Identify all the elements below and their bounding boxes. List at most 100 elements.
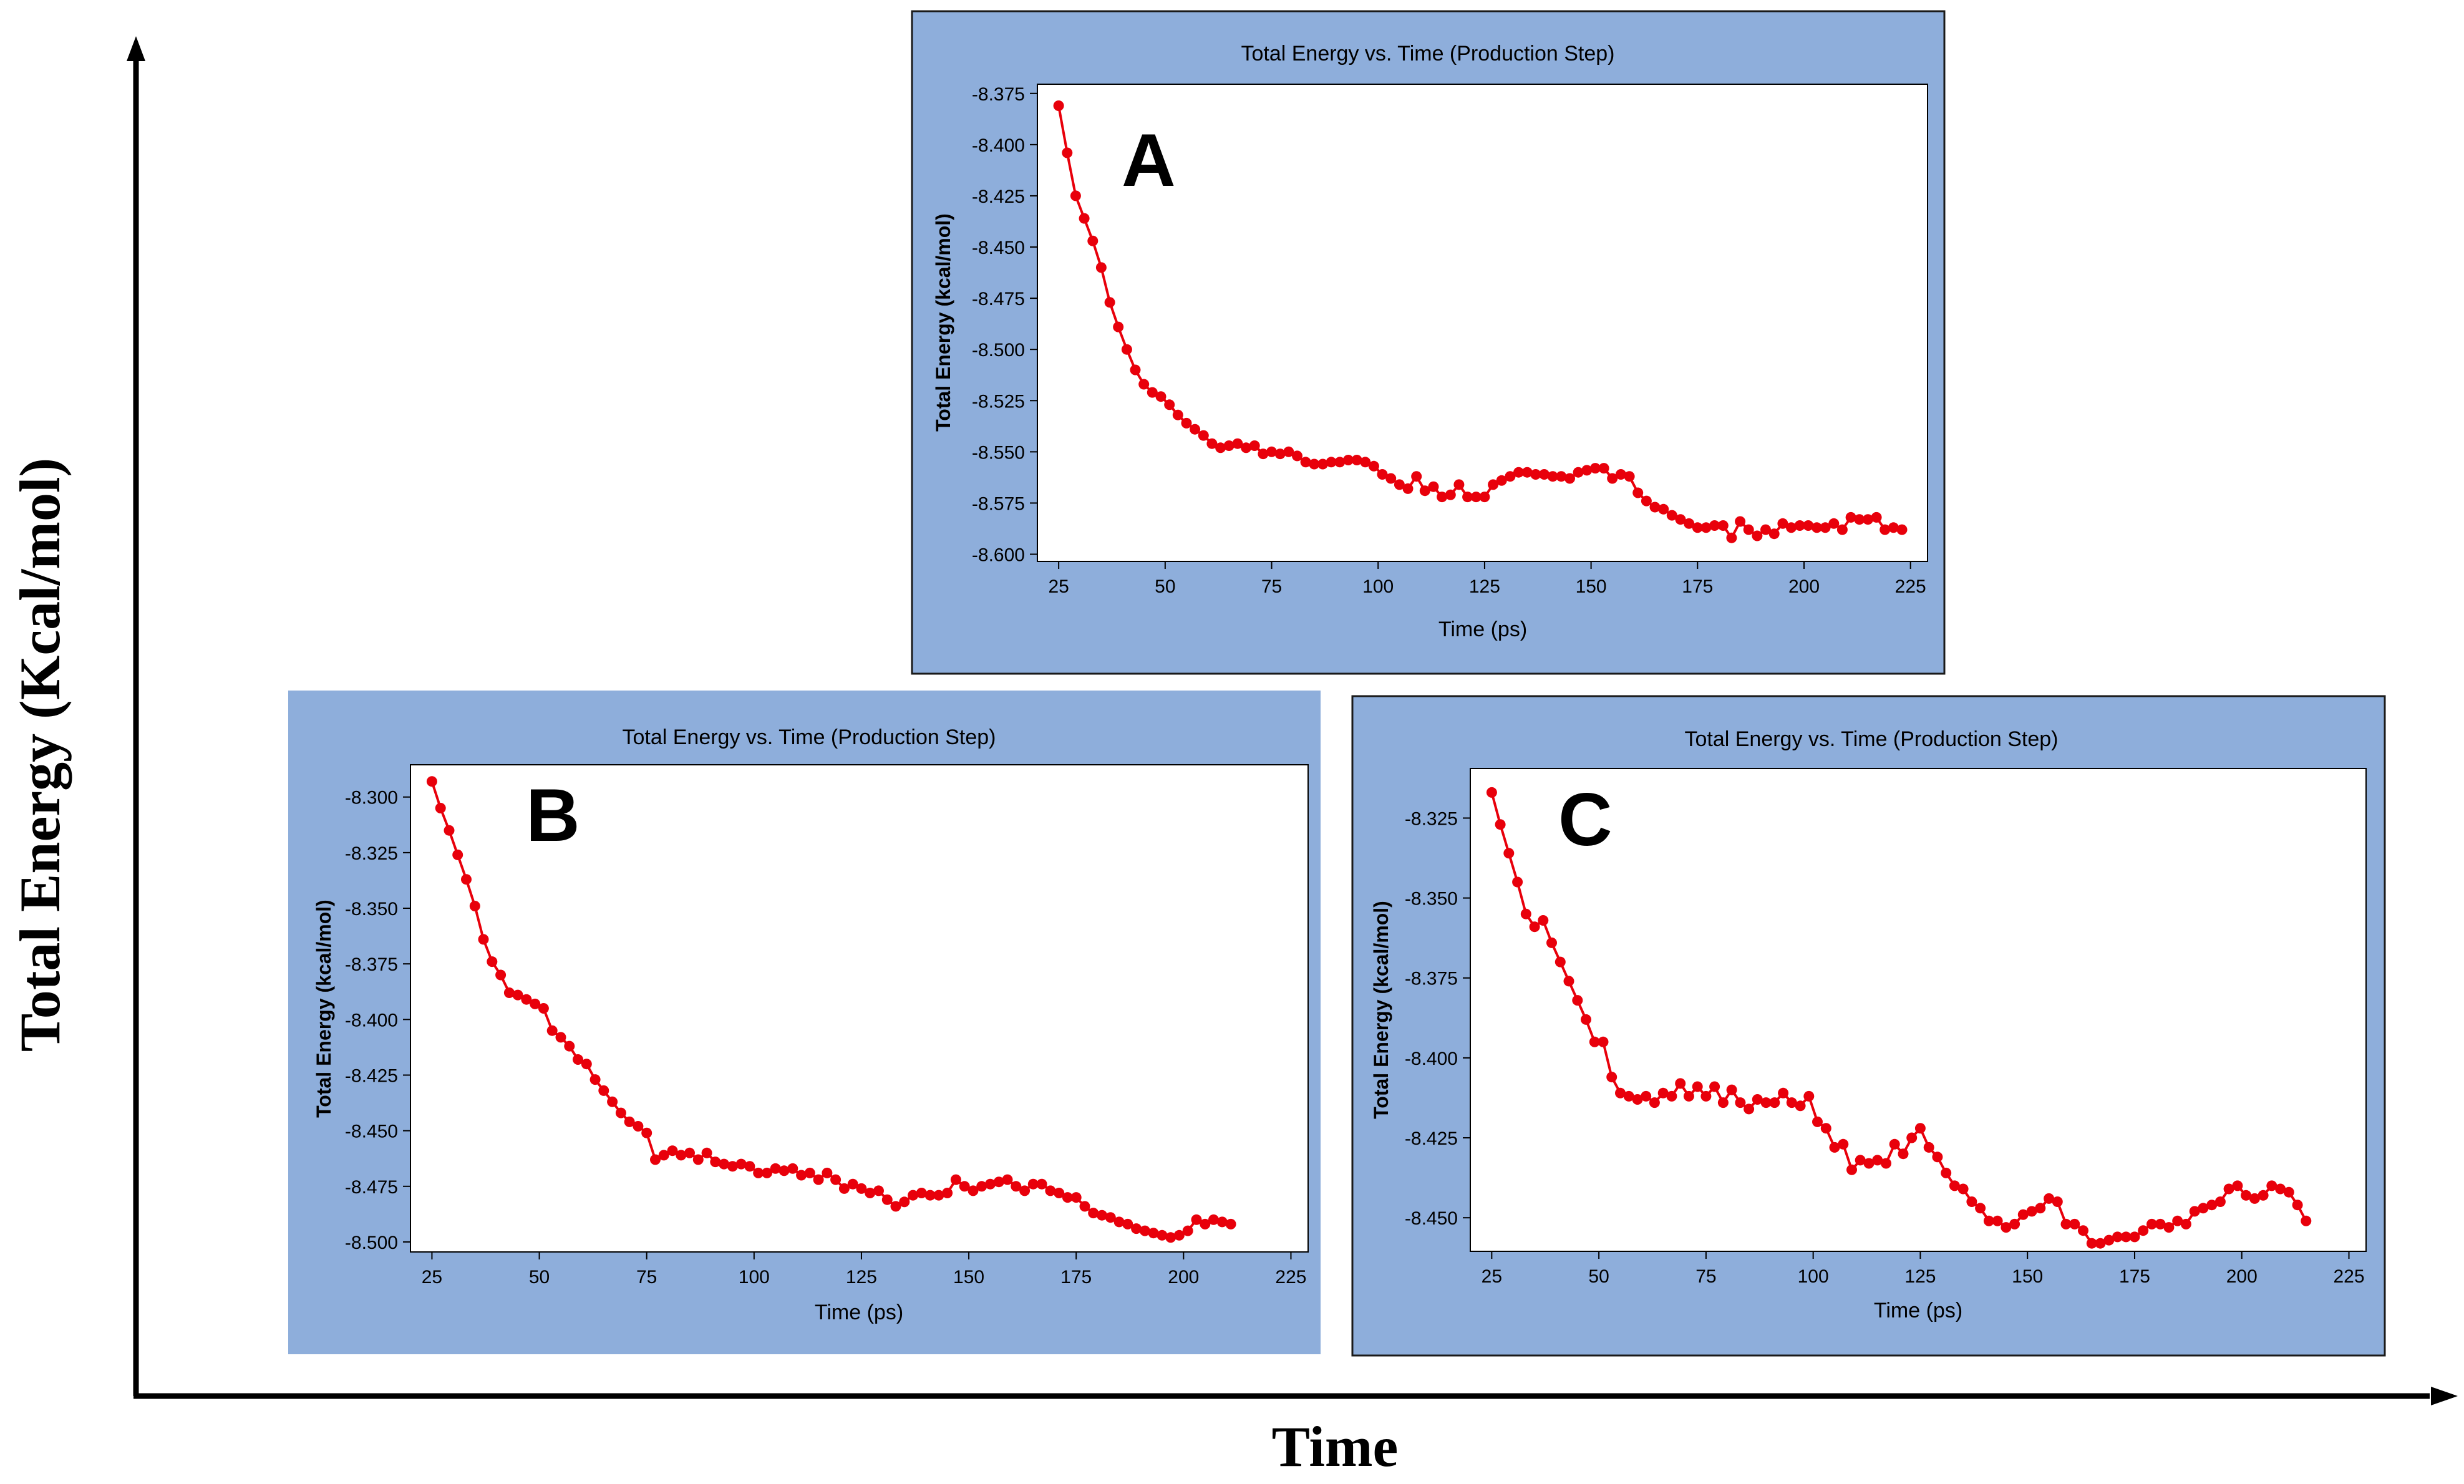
panel-b-x-tick-label: 75 xyxy=(636,1267,657,1288)
panel-a-y-tick-label: -8.425 xyxy=(972,187,1025,207)
panel-a-data-point xyxy=(1206,438,1218,449)
panel-a-data-point xyxy=(1513,467,1524,478)
panel-b-data-point xyxy=(1191,1214,1202,1225)
panel-c-data-point xyxy=(2163,1222,2175,1233)
panel-b-title: Total Energy vs. Time (Production Step) xyxy=(622,725,996,749)
panel-a-x-tick-label: 175 xyxy=(1682,576,1713,597)
panel-b-data-point xyxy=(615,1107,626,1118)
panel-b-x-tick-label: 100 xyxy=(739,1267,770,1288)
panel-b-data-point xyxy=(658,1150,669,1161)
panel-c-data-point xyxy=(1649,1097,1660,1108)
panel-b-data-point xyxy=(710,1157,721,1168)
panel-a-data-point xyxy=(1717,520,1729,531)
panel-a-data-point xyxy=(1232,438,1243,449)
panel-b-data-point xyxy=(512,989,523,1001)
panel-c-y-label: Total Energy (kcal/mol) xyxy=(1370,901,1392,1119)
panel-b-data-point xyxy=(813,1174,824,1185)
panel-c-data-point xyxy=(1846,1164,1857,1175)
panel-a-data-point xyxy=(1190,424,1201,435)
panel-c-data-point xyxy=(1572,995,1583,1006)
panel-a-data-point xyxy=(1087,235,1099,246)
panel-b-data-point xyxy=(1054,1188,1065,1198)
panel-c-data-point xyxy=(1538,915,1549,926)
panel-a-data-point xyxy=(1479,492,1490,503)
panel-b-data-point xyxy=(753,1167,764,1178)
panel-b-letter: B xyxy=(526,774,580,857)
panel-c-data-point xyxy=(1486,787,1497,798)
panel-c-x-tick-label: 125 xyxy=(1904,1266,1936,1287)
panel-c-data-point xyxy=(1735,1097,1746,1108)
panel-c-y-tick-label: -8.450 xyxy=(1405,1208,1458,1229)
panel-a-data-point xyxy=(1700,522,1712,533)
panel-b-data-point xyxy=(838,1183,850,1194)
panel-c-data-point xyxy=(1957,1183,1969,1195)
panel-b-data-point xyxy=(495,969,507,981)
panel-b-data-point xyxy=(1216,1216,1228,1228)
panel-c-y-tick-label: -8.425 xyxy=(1405,1128,1458,1149)
panel-b-data-point xyxy=(1002,1174,1013,1185)
panel-c-data-point xyxy=(1898,1148,1909,1160)
panel-a-data-point xyxy=(1130,364,1141,376)
panel-a-data-point xyxy=(1521,467,1533,478)
panel-a-data-point xyxy=(1496,475,1507,486)
panel-a-data-point xyxy=(1547,471,1558,482)
panel-c-x-label: Time (ps) xyxy=(1874,1299,1962,1322)
panel-a-data-point xyxy=(1658,503,1669,515)
panel-a-data-point xyxy=(1445,489,1456,500)
panel-a-data-point xyxy=(1368,460,1379,472)
panel-b-data-point xyxy=(968,1185,979,1196)
panel-a-y-tick-label: -8.475 xyxy=(972,289,1025,309)
panel-b-data-point xyxy=(607,1096,618,1107)
panel-b-y-tick-label: -8.325 xyxy=(345,843,398,864)
outer-y-label: Total Energy (Kcal/mol) xyxy=(8,458,72,1052)
panel-b-x-tick-label: 25 xyxy=(422,1267,442,1288)
panel-b-data-point xyxy=(847,1178,858,1190)
panel-c-data-point xyxy=(1744,1103,1755,1115)
panel-a-data-point xyxy=(1402,483,1414,494)
panel-c-data-point xyxy=(1623,1090,1634,1102)
panel-a-data-point xyxy=(1198,430,1209,441)
panel-b-y-tick-label: -8.450 xyxy=(345,1122,398,1142)
panel-a-data-point xyxy=(1164,399,1175,410)
panel-c-data-point xyxy=(1812,1116,1823,1127)
panel-c-data-point xyxy=(1752,1094,1763,1105)
panel-b: Total Energy vs. Time (Production Step) … xyxy=(288,691,1321,1354)
panel-a-data-point xyxy=(1649,502,1661,513)
panel-c-data-point xyxy=(1546,937,1557,948)
panel-a-data-point xyxy=(1292,450,1302,462)
panel-b-plot-area xyxy=(410,764,1309,1253)
panel-b-data-point xyxy=(589,1074,601,1085)
panel-b-data-point xyxy=(830,1174,842,1185)
panel-b-x-tick-label: 175 xyxy=(1060,1267,1092,1288)
panel-a-data-point xyxy=(1062,147,1073,158)
panel-c-x-tick-label: 75 xyxy=(1695,1266,1716,1287)
panel-a-data-point xyxy=(1053,100,1064,111)
panel-a-data-point xyxy=(1581,465,1593,476)
panel-c-data-point xyxy=(2223,1183,2234,1195)
panel-a-data-point xyxy=(1113,321,1124,332)
panel-a-y-tick-label: -8.400 xyxy=(972,135,1025,156)
panel-a-data-point xyxy=(1437,492,1448,503)
panel-a-x-tick-label: 200 xyxy=(1788,576,1820,597)
panel-c-data-point xyxy=(2266,1180,2277,1191)
panel-b-data-point xyxy=(633,1121,644,1132)
panel-b-data-point xyxy=(426,776,437,787)
panel-b-data-point xyxy=(865,1188,876,1198)
panel-a-data-point xyxy=(1871,512,1882,523)
panel-b-data-point xyxy=(641,1127,652,1138)
panel-a-data-point xyxy=(1760,524,1771,535)
panel-c-data-point xyxy=(2052,1196,2063,1207)
panel-a-data-point xyxy=(1300,457,1311,468)
panel-c-data-point xyxy=(2292,1200,2303,1211)
panel-c-data-point xyxy=(2172,1215,2183,1226)
panel-c-series-layer xyxy=(1486,787,2312,1249)
panel-c-data-point xyxy=(1666,1090,1677,1102)
panel-b-data-point xyxy=(503,987,515,998)
panel-b-data-point xyxy=(435,803,446,813)
panel-c-data-point xyxy=(1700,1090,1712,1102)
panel-a-data-point xyxy=(1880,524,1891,535)
panel-c-data-point xyxy=(1923,1142,1934,1153)
panel-b-data-point xyxy=(564,1040,575,1052)
panel-c-y-tick-label: -8.325 xyxy=(1405,808,1458,829)
panel-a-letter: A xyxy=(1122,119,1176,202)
